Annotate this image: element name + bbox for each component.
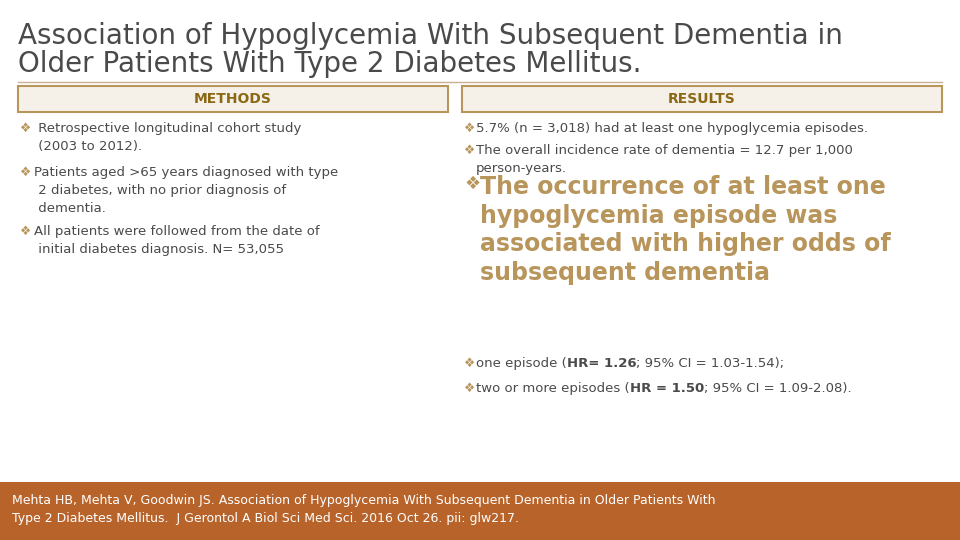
Text: Patients aged >65 years diagnosed with type
 2 diabetes, with no prior diagnosis: Patients aged >65 years diagnosed with t… — [34, 166, 338, 215]
Text: ❖: ❖ — [464, 175, 480, 193]
Text: two or more episodes (: two or more episodes ( — [476, 382, 630, 395]
FancyBboxPatch shape — [462, 86, 942, 112]
Text: All patients were followed from the date of
 initial diabetes diagnosis. N= 53,0: All patients were followed from the date… — [34, 225, 320, 256]
Text: The overall incidence rate of dementia = 12.7 per 1,000
person-years.: The overall incidence rate of dementia =… — [476, 144, 852, 175]
Text: ❖: ❖ — [20, 122, 32, 135]
Text: ; 95% CI = 1.09-2.08).: ; 95% CI = 1.09-2.08). — [704, 382, 852, 395]
Text: HR= 1.26: HR= 1.26 — [566, 357, 636, 370]
Text: HR = 1.50: HR = 1.50 — [630, 382, 704, 395]
Text: Older Patients With Type 2 Diabetes Mellitus.: Older Patients With Type 2 Diabetes Mell… — [18, 50, 641, 78]
Text: one episode (: one episode ( — [476, 357, 566, 370]
Text: 5.7% (n = 3,018) had at least one hypoglycemia episodes.: 5.7% (n = 3,018) had at least one hypogl… — [476, 122, 868, 135]
Text: Type 2 Diabetes Mellitus.  J Gerontol A Biol Sci Med Sci. 2016 Oct 26. pii: glw2: Type 2 Diabetes Mellitus. J Gerontol A B… — [12, 512, 519, 525]
Text: Association of Hypoglycemia With Subsequent Dementia in: Association of Hypoglycemia With Subsequ… — [18, 22, 843, 50]
Text: ; 95% CI = 1.03-1.54);: ; 95% CI = 1.03-1.54); — [636, 357, 784, 370]
Text: Mehta HB, Mehta V, Goodwin JS. Association of Hypoglycemia With Subsequent Demen: Mehta HB, Mehta V, Goodwin JS. Associati… — [12, 494, 715, 507]
Text: ❖: ❖ — [464, 122, 475, 135]
Text: RESULTS: RESULTS — [668, 92, 736, 106]
Text: ❖: ❖ — [20, 166, 32, 179]
Text: METHODS: METHODS — [194, 92, 272, 106]
FancyBboxPatch shape — [0, 482, 960, 540]
Text: The occurrence of at least one
hypoglycemia episode was
associated with higher o: The occurrence of at least one hypoglyce… — [480, 175, 891, 285]
Text: ❖: ❖ — [20, 225, 32, 238]
Text: Retrospective longitudinal cohort study
 (2003 to 2012).: Retrospective longitudinal cohort study … — [34, 122, 301, 153]
FancyBboxPatch shape — [18, 86, 448, 112]
Text: ❖: ❖ — [464, 357, 475, 370]
Text: ❖: ❖ — [464, 144, 475, 157]
Text: ❖: ❖ — [464, 382, 475, 395]
